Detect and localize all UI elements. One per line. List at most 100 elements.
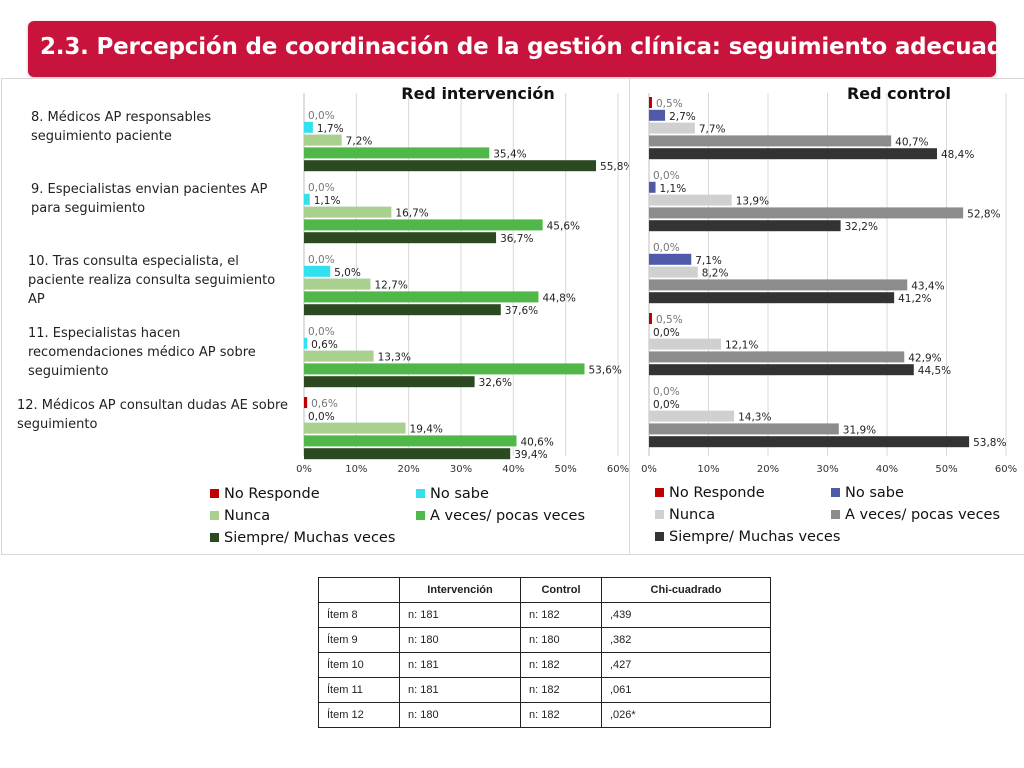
- data-label: 2,7%: [669, 111, 696, 123]
- legend-swatch: [831, 488, 840, 497]
- data-label: 16,7%: [395, 208, 428, 220]
- bar-9-3: [649, 194, 732, 206]
- item-label-12: 12. Médicos AP consultan dudas AE sobre …: [17, 398, 289, 432]
- table-row: Ítem 10 n: 181 n: 182 ,427: [318, 652, 771, 678]
- bar-9-2: [649, 181, 656, 193]
- legend-label: No sabe: [430, 486, 489, 502]
- x-tick-label: 10%: [697, 464, 719, 475]
- data-label: 0,0%: [653, 386, 680, 398]
- data-label: 12,1%: [725, 340, 758, 352]
- bar-8-2: [649, 109, 666, 121]
- table-cell: n: 182: [520, 677, 602, 703]
- x-tick-label: 60%: [607, 464, 629, 475]
- chi-square-table: Intervención Control Chi-cuadrado Ítem 8…: [318, 577, 771, 728]
- table-header-row: Intervención Control Chi-cuadrado: [318, 577, 771, 603]
- table-cell: n: 180: [399, 627, 521, 653]
- table-cell: Ítem 10: [318, 652, 400, 678]
- data-label: 0,0%: [308, 411, 335, 423]
- data-label: 0,6%: [311, 339, 338, 351]
- legend-label: Nunca: [669, 507, 715, 523]
- legend-label: A veces/ pocas veces: [430, 508, 585, 524]
- data-label: 53,6%: [589, 364, 622, 376]
- data-label: 40,6%: [520, 436, 553, 448]
- legend-swatch: [655, 532, 664, 541]
- x-tick-label: 40%: [502, 464, 524, 475]
- data-label: 44,8%: [542, 292, 575, 304]
- bar-11-4: [649, 351, 905, 363]
- data-label: 43,4%: [911, 280, 944, 292]
- legend-label: No Responde: [669, 485, 765, 501]
- legend-label: No Responde: [224, 486, 320, 502]
- data-label: 7,7%: [699, 124, 726, 136]
- table-cell: n: 181: [399, 652, 521, 678]
- bar-12-1: [304, 397, 308, 408]
- x-tick-label: 20%: [757, 464, 779, 475]
- data-label: 0,0%: [653, 399, 680, 411]
- item-label-10: 10. Tras consulta especialista, el pacie…: [28, 254, 276, 307]
- chart-title: Red intervención: [401, 84, 554, 103]
- bar-10-4: [649, 279, 908, 291]
- x-tick-label: 20%: [398, 464, 420, 475]
- legend-label: Siempre/ Muchas veces: [669, 529, 840, 545]
- x-tick-label: 40%: [876, 464, 898, 475]
- data-label: 32,2%: [845, 221, 878, 233]
- table-cell: ,061: [601, 677, 771, 703]
- data-label: 13,3%: [378, 352, 411, 364]
- bar-9-5: [304, 232, 497, 244]
- data-label: 0,0%: [653, 170, 680, 182]
- data-label: 0,0%: [308, 254, 335, 266]
- bar-12-3: [304, 422, 406, 434]
- data-label: 0,0%: [653, 242, 680, 254]
- table-cell: n: 181: [399, 602, 521, 628]
- bar-12-4: [304, 435, 517, 447]
- table-header: Control: [520, 577, 602, 603]
- bar-9-4: [304, 219, 543, 231]
- legend-swatch: [210, 533, 219, 542]
- bar-11-5: [649, 364, 914, 376]
- bar-12-5: [649, 436, 970, 448]
- data-label: 5,0%: [334, 267, 361, 279]
- bar-11-3: [649, 338, 721, 350]
- bar-9-2: [304, 193, 310, 205]
- bar-10-4: [304, 291, 539, 303]
- bar-9-4: [649, 207, 964, 219]
- bar-8-3: [304, 134, 342, 146]
- table-cell: ,026*: [601, 702, 771, 728]
- data-label: 42,9%: [908, 352, 941, 364]
- data-label: 48,4%: [941, 149, 974, 161]
- table-cell: ,382: [601, 627, 771, 653]
- legend-swatch: [210, 511, 219, 520]
- legend-label: A veces/ pocas veces: [845, 507, 1000, 523]
- bar-12-4: [649, 423, 839, 435]
- bar-9-3: [304, 206, 392, 218]
- bar-10-5: [304, 304, 501, 316]
- data-label: 40,7%: [895, 136, 928, 148]
- table-row: Ítem 8 n: 181 n: 182 ,439: [318, 602, 771, 628]
- x-tick-label: 10%: [345, 464, 367, 475]
- control-chart-panel: 0% 10% 20% 30% 40% 50% 60% Red control 0,5% 2,7% 7…: [629, 78, 1024, 555]
- bar-8-4: [649, 135, 892, 147]
- legend-swatch: [416, 489, 425, 498]
- legend-swatch: [416, 511, 425, 520]
- chart-title: Red control: [847, 84, 951, 103]
- bar-10-5: [649, 292, 895, 304]
- data-label: 13,9%: [736, 196, 769, 208]
- data-label: 0,6%: [311, 398, 338, 410]
- intervention-chart-panel: 8. Médicos AP responsables seguimiento p…: [1, 78, 633, 555]
- data-label: 37,6%: [505, 305, 538, 317]
- bar-9-5: [649, 220, 841, 232]
- intervention-bar-chart: 0% 10% 20% 30% 40% 50% 60% Red intervención 0,0%…: [210, 84, 633, 546]
- table-header: [318, 577, 400, 603]
- data-label: 0,5%: [656, 314, 683, 326]
- legend-label: Siempre/ Muchas veces: [224, 530, 395, 546]
- data-label: 41,2%: [898, 293, 931, 305]
- table-cell: n: 182: [520, 602, 602, 628]
- item-label-9: 9. Especialistas envian pacientes AP par…: [31, 182, 268, 216]
- table-cell: ,427: [601, 652, 771, 678]
- x-tick-label: 0%: [296, 464, 312, 475]
- data-label: 0,0%: [653, 327, 680, 339]
- data-label: 44,5%: [918, 365, 951, 377]
- table-row: Ítem 11 n: 181 n: 182 ,061: [318, 677, 771, 703]
- bar-10-2: [649, 253, 692, 265]
- data-label: 1,7%: [317, 123, 344, 135]
